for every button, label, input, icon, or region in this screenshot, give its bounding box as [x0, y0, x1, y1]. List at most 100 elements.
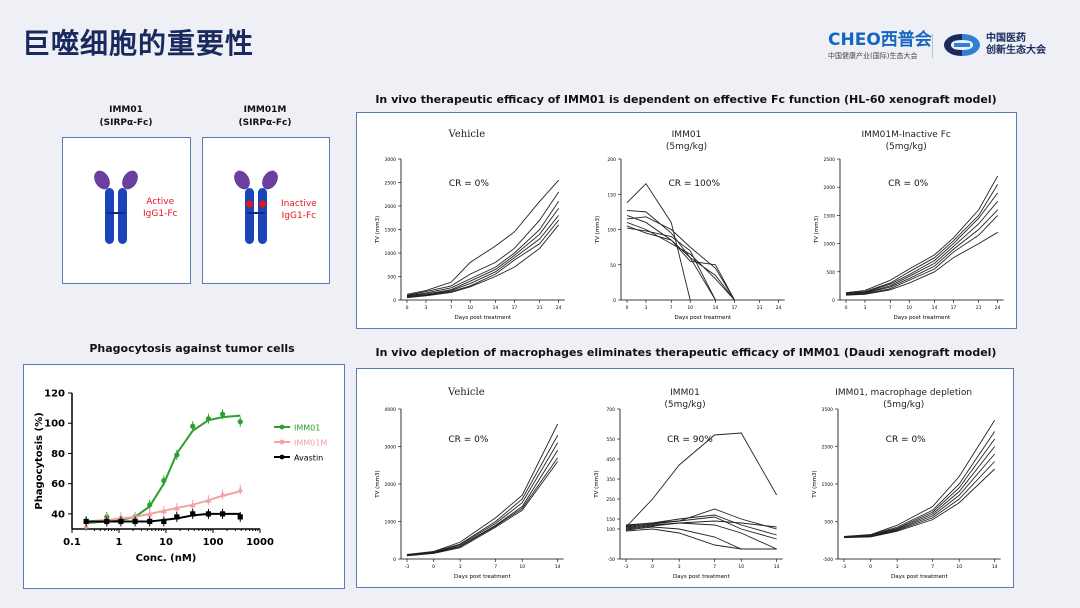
chart-title: IMM01 (5mg/kg) — [576, 387, 795, 411]
data-point — [237, 486, 244, 493]
x-tick-label: 10 — [738, 564, 744, 570]
growth-chart: IMM01M-Inactive Fc (5mg/kg) CR = 0% 0 500 100… — [796, 113, 1016, 328]
data-point — [160, 507, 167, 514]
y-axis-label: Phagocytosis (%) — [34, 412, 45, 509]
series-line — [406, 208, 560, 297]
series-line — [406, 442, 559, 556]
mutation-dot — [259, 200, 266, 208]
series-line — [625, 526, 777, 550]
y-tick-label: 50 — [610, 263, 616, 269]
growth-chart: Vehicle CR = 0% 0 500 1000 1500 2000 2500 3000 0 3… — [357, 113, 577, 328]
antibody-icon — [234, 170, 278, 244]
x-tick-label: 24 — [775, 305, 781, 311]
y-axis-label: TV (mm3) — [375, 470, 381, 498]
x-tick-label: 3 — [459, 564, 462, 570]
cr-label: CR = 0% — [888, 179, 929, 189]
chart-title: IMM01, macrophage depletion (5mg/kg) — [794, 387, 1013, 411]
x-tick-label: 14 — [712, 305, 718, 311]
series-line — [626, 210, 716, 301]
series-line — [406, 215, 560, 298]
y-tick-label: 500 — [827, 270, 836, 276]
legend-label: IMM01M — [294, 439, 327, 448]
y-tick-label: 2500 — [385, 181, 397, 187]
series-line — [846, 201, 999, 295]
y-axis-label: TV (mm3) — [595, 216, 601, 244]
series-line — [844, 461, 996, 538]
data-point — [104, 518, 110, 525]
y-tick-label: 500 — [387, 275, 396, 281]
y-tick-label: -500 — [823, 557, 833, 563]
phagocytosis-panel: 40 60 80 100 120 0.1 1 10 100 1000 Conc. (nM) Phago… — [23, 364, 345, 589]
x-axis-label: Days post treatment — [454, 315, 512, 321]
antibody-icon — [94, 170, 138, 244]
x-tick-label: 3 — [677, 564, 680, 570]
y-tick-label: 250 — [606, 497, 615, 503]
y-tick-label: 2500 — [824, 157, 836, 163]
x-tick-label: 10 — [159, 537, 173, 548]
series-line — [626, 216, 735, 301]
y-tick-label: 0 — [613, 298, 616, 304]
x-tick-label: 7 — [669, 305, 672, 311]
x-tick-label: 0 — [625, 305, 628, 311]
chart-title-line2: (5mg/kg) — [665, 142, 708, 152]
legend-marker — [279, 454, 285, 460]
y-tick-label: 450 — [606, 457, 615, 463]
fc-status-line1: Inactive — [281, 199, 317, 209]
chart-title-line1: Vehicle — [448, 129, 486, 140]
x-tick-label: 14 — [555, 564, 561, 570]
x-tick-label: 100 — [203, 537, 224, 548]
logo-divider — [932, 34, 933, 58]
data-point — [161, 478, 167, 484]
x-tick-label: 21 — [537, 305, 543, 311]
series-line — [626, 214, 735, 301]
series-line — [844, 468, 996, 539]
x-tick-label: 1 — [116, 537, 123, 548]
y-tick-label: 100 — [44, 419, 65, 430]
x-tick-label: 3 — [644, 305, 647, 311]
chart-title-line1: IMM01, macrophage depletion — [835, 388, 973, 398]
series-line — [626, 225, 735, 301]
antibody-name: IMM01M — [243, 105, 287, 115]
fc-status-label: Inactive IgG1-Fc — [281, 198, 317, 222]
x-axis-label: Days post treatment — [894, 315, 952, 321]
chart-title-line2: (5mg/kg) — [885, 142, 927, 152]
series-line — [625, 508, 777, 530]
chart-title-line1: IMM01 — [670, 388, 700, 398]
legend-marker — [279, 424, 285, 430]
cr-label: CR = 100% — [668, 179, 721, 189]
x-tick-label: 17 — [512, 305, 518, 311]
x-axis-label: Conc. (nM) — [136, 553, 197, 564]
series-line — [844, 446, 996, 538]
data-point — [190, 511, 196, 517]
x-tick-label: 10 — [907, 305, 913, 311]
data-point — [219, 491, 226, 497]
chart-title-line2: (5mg/kg) — [883, 400, 925, 410]
series-line — [406, 191, 560, 296]
series-line — [406, 435, 559, 556]
y-tick-label: 3000 — [385, 157, 397, 163]
x-tick-label: 17 — [951, 305, 957, 311]
x-tick-label: 0.1 — [63, 537, 81, 548]
x-tick-label: 7 — [889, 305, 892, 311]
y-axis-label: TV (mm3) — [594, 470, 600, 498]
series-line — [625, 520, 777, 529]
series-line — [406, 179, 560, 295]
legend-label: Avastin — [294, 454, 323, 463]
data-point — [219, 411, 226, 417]
series-line — [625, 522, 777, 550]
x-tick-label: 24 — [556, 305, 562, 311]
y-tick-label: 120 — [44, 389, 65, 400]
fc-status-line2: IgG1-Fc — [281, 211, 317, 221]
x-tick-label: 10 — [687, 305, 693, 311]
cheo-logo-brand: CHEO西普会 — [828, 30, 932, 50]
cr-label: CR = 90% — [666, 435, 713, 445]
series-line — [406, 219, 560, 298]
data-point — [237, 514, 243, 520]
growth-chart-plot: 0 500 1000 1500 2000 2500 0 3 7 10 14 17 21 24 Days po… — [814, 157, 1004, 321]
x-tick-label: 14 — [773, 564, 779, 570]
x-tick-label: -3 — [623, 564, 628, 570]
x-tick-label: 0 — [651, 564, 654, 570]
series-line — [844, 453, 996, 538]
chart-title-line1: IMM01 — [671, 130, 702, 140]
x-tick-label: 1000 — [246, 537, 274, 548]
